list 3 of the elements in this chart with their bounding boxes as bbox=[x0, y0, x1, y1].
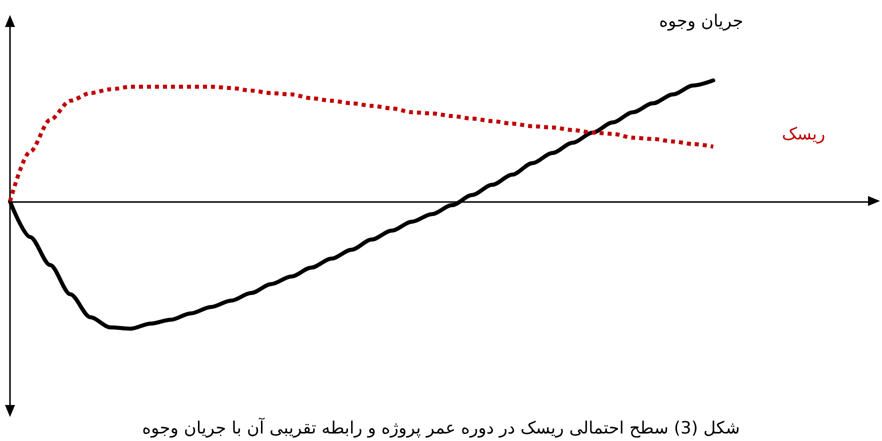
text: شکل (3) سطح احتمالی ریسک در دوره عمر پروژه و رابطه تقریبی آن با جریان وجوه bbox=[142, 418, 740, 438]
text: جریان وجوه bbox=[659, 12, 744, 32]
text: ریسک bbox=[782, 124, 826, 145]
